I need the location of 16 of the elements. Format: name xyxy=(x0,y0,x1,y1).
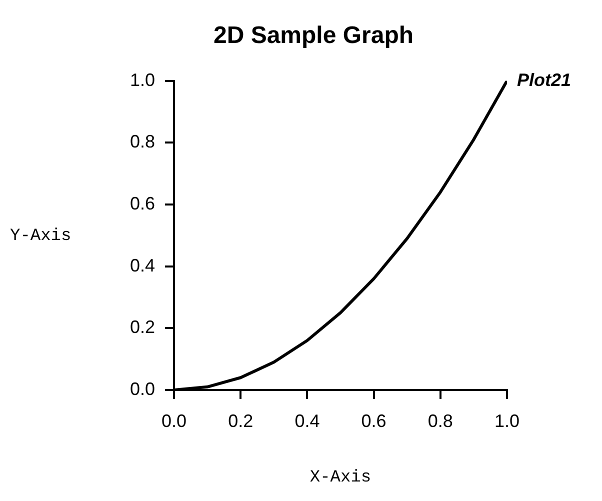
x-tick-label: 0.0 xyxy=(162,410,187,431)
x-tick-label: 0.6 xyxy=(361,410,386,431)
y-tick-label: 0.0 xyxy=(130,378,156,399)
x-tick-label: 0.8 xyxy=(428,410,453,431)
chart-title: 2D Sample Graph xyxy=(213,22,414,50)
y-tick-label: 0.4 xyxy=(130,255,156,276)
x-tick-label: 0.4 xyxy=(294,410,320,431)
y-tick-label: 0.2 xyxy=(130,317,156,338)
series-label: Plot21 xyxy=(517,70,572,90)
y-tick-label: 1.0 xyxy=(130,70,156,90)
y-tick-label: 0.8 xyxy=(130,132,156,152)
y-tick-label: 0.6 xyxy=(130,193,156,214)
x-tick-label: 0.2 xyxy=(228,410,254,431)
y-axis-title: Y-Axis xyxy=(10,226,72,246)
x-tick-label: 1.0 xyxy=(494,410,520,431)
x-axis-title: X-Axis xyxy=(310,468,372,488)
